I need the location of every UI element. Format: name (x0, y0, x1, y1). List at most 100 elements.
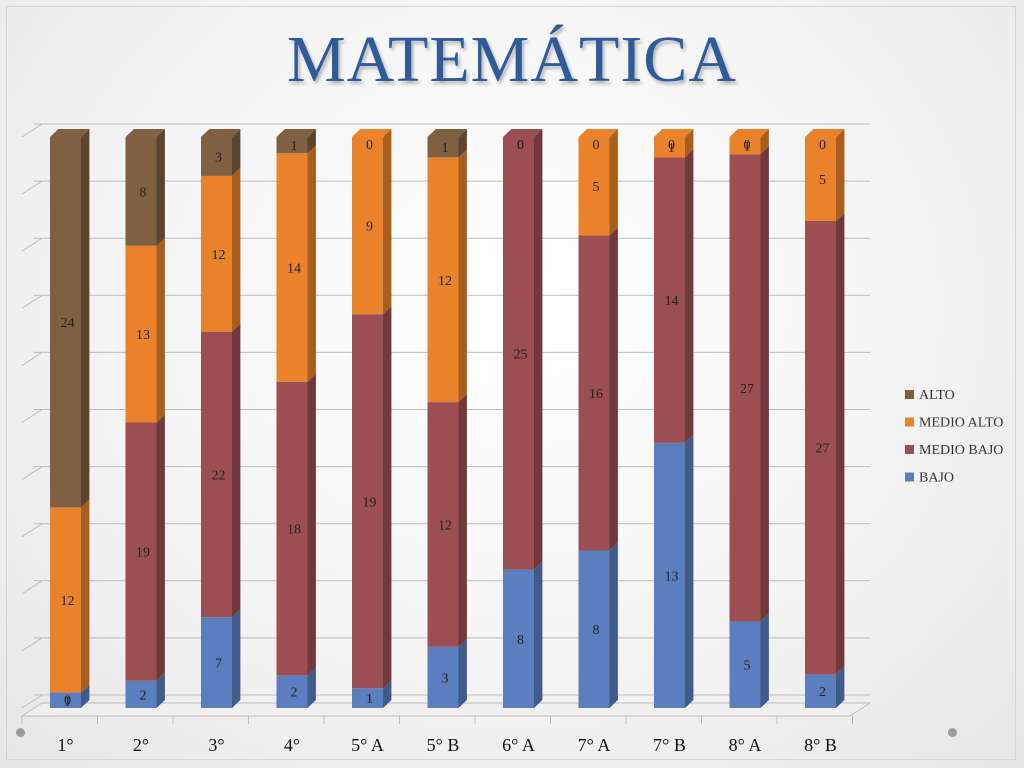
data-label: 0 (517, 138, 524, 153)
legend-swatch (905, 472, 914, 482)
data-label: 1 (366, 692, 373, 707)
bar-medio-alto (427, 157, 459, 403)
bar-side (685, 149, 694, 443)
bar-side (458, 638, 467, 708)
bar-side (307, 129, 316, 154)
gridline-tick (21, 580, 43, 595)
gridline-tick (21, 351, 43, 366)
bar-side (156, 237, 165, 423)
data-label: 19 (136, 546, 150, 561)
data-label: 1 (442, 141, 449, 156)
data-label: 27 (816, 442, 830, 457)
gridline-tick (21, 523, 43, 538)
bar-medio-alto (654, 137, 685, 158)
bar-bajo (201, 617, 232, 708)
data-label: 1 (744, 140, 751, 155)
bar-medio-bajo (125, 422, 157, 681)
data-label: 0 (366, 138, 373, 153)
bar-side (383, 680, 392, 708)
bar-side (685, 434, 694, 708)
bar-top (805, 129, 845, 137)
bar-alto (201, 137, 232, 176)
x-tick-label: 7° B (653, 735, 686, 755)
data-label: 27 (740, 382, 754, 397)
data-label: 0 (517, 138, 524, 153)
data-label: 0 (593, 138, 600, 153)
bar-side (609, 227, 618, 551)
data-label: 5 (819, 173, 826, 188)
bar-medio-alto (276, 153, 308, 382)
gridline-tick (21, 237, 43, 252)
legend-label: MEDIO BAJO (919, 443, 1003, 458)
x-tick-label: 6° A (502, 735, 535, 755)
data-label: 16 (589, 387, 603, 402)
bar-side (232, 129, 241, 176)
slide-frame (6, 6, 1016, 760)
bar-medio-alto (805, 137, 836, 221)
legend-label: ALTO (919, 388, 955, 403)
bar-side (156, 129, 165, 246)
data-label: 0 (64, 694, 71, 709)
gridline-tick (21, 694, 43, 709)
bar-top (352, 129, 392, 137)
bar-side (760, 129, 769, 155)
bar-side (156, 672, 165, 708)
bar-medio-alto (352, 137, 383, 315)
bar-bajo (276, 675, 308, 708)
bar-top (427, 129, 467, 137)
x-tick-label: 4° (284, 735, 300, 755)
data-label: 2 (140, 688, 147, 703)
bar-medio-alto (578, 137, 610, 236)
bar-bajo (427, 646, 459, 708)
data-label: 0 (668, 138, 675, 153)
legend-swatch (905, 390, 914, 399)
bar-bajo (503, 569, 534, 708)
data-label: 22 (212, 468, 226, 483)
data-label: 25 (514, 347, 528, 362)
bar-medio-alto (50, 507, 81, 693)
x-tick-label: 8° B (804, 735, 837, 755)
gridline-tick (21, 123, 43, 138)
data-label: 9 (366, 220, 373, 235)
data-label: 12 (438, 274, 452, 289)
bar-side (534, 129, 543, 570)
bar-top (50, 129, 90, 137)
bar-bajo (654, 442, 685, 708)
bar-medio-alto (201, 175, 232, 332)
bar-top (125, 129, 165, 137)
bar-side (609, 542, 618, 708)
bar-top (276, 129, 316, 137)
data-label: 1 (668, 141, 675, 156)
bar-bajo (729, 621, 761, 708)
data-label: 7 (215, 657, 222, 672)
bar-side (458, 394, 467, 647)
bar-side (307, 373, 316, 676)
data-label: 2 (819, 685, 826, 700)
bar-bajo (805, 674, 836, 708)
bar-side (685, 129, 694, 158)
x-tick-label: 2° (133, 735, 149, 755)
data-label: 13 (136, 328, 150, 343)
bar-side (81, 684, 90, 708)
bar-side (156, 414, 165, 681)
bar-side (760, 146, 769, 622)
bar-bajo (578, 550, 610, 708)
bar-top (503, 129, 543, 137)
bar-alto (427, 137, 459, 158)
data-label: 5 (593, 180, 600, 195)
x-tick-label: 1° (57, 735, 73, 755)
bar-side (383, 306, 392, 689)
bar-side (836, 129, 845, 221)
bar-medio-alto (729, 137, 761, 155)
bar-medio-bajo (729, 154, 761, 622)
legend-swatch (905, 445, 914, 454)
bar-side (458, 129, 467, 158)
bar-side (836, 212, 845, 675)
slide-decoration-dot-left (16, 728, 25, 737)
slide-decoration-dot-right (948, 728, 957, 737)
bar-side (383, 129, 392, 315)
bar-side (307, 667, 316, 708)
bar-medio-bajo (654, 157, 685, 443)
data-label: 1 (64, 694, 71, 709)
data-label: 12 (212, 248, 226, 263)
